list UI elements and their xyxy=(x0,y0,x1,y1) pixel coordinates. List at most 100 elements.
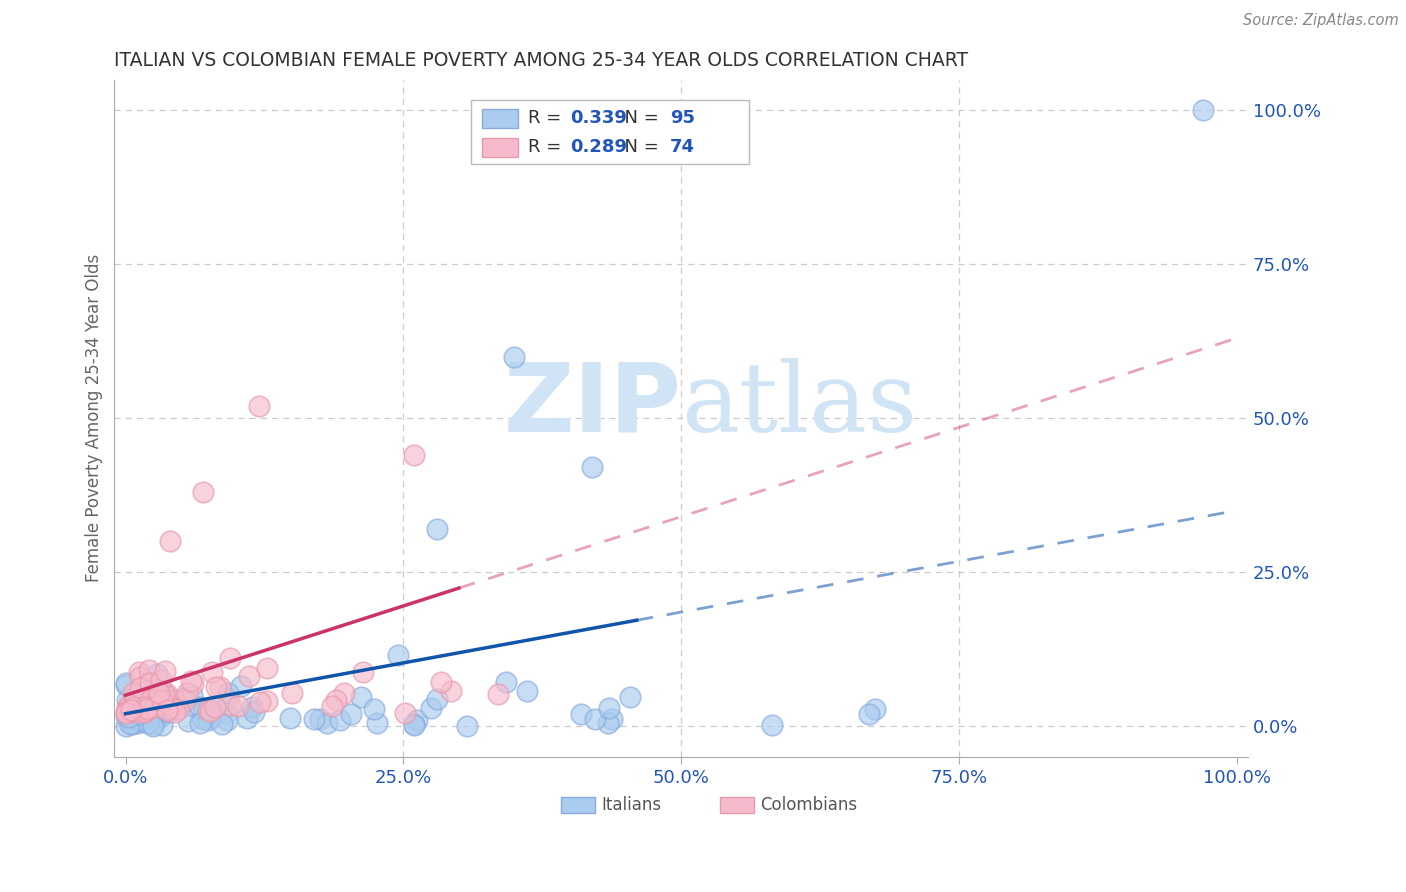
Point xyxy=(205,680,228,694)
Point xyxy=(115,676,138,690)
Point xyxy=(122,710,145,724)
Point xyxy=(122,685,145,699)
Point xyxy=(129,711,152,725)
Point xyxy=(131,714,153,729)
Point xyxy=(598,716,620,731)
Point xyxy=(152,701,174,715)
Point xyxy=(114,706,136,721)
Point xyxy=(352,665,374,680)
Point xyxy=(193,702,215,716)
Point xyxy=(177,714,200,728)
Point xyxy=(153,665,176,679)
Point xyxy=(118,717,141,731)
Point xyxy=(142,697,165,711)
Point xyxy=(181,688,204,702)
Point xyxy=(115,704,138,718)
Point xyxy=(134,699,156,714)
Text: N =: N = xyxy=(613,109,665,128)
Point xyxy=(193,485,215,500)
Text: ZIP: ZIP xyxy=(503,358,681,451)
Point xyxy=(229,679,252,693)
Point xyxy=(211,717,233,731)
Point xyxy=(150,717,173,731)
Point xyxy=(309,712,332,726)
Point xyxy=(404,448,426,462)
Point xyxy=(114,709,136,723)
Point xyxy=(160,702,183,716)
Point xyxy=(150,673,173,687)
Point xyxy=(165,705,187,719)
Point xyxy=(197,713,219,727)
Text: atlas: atlas xyxy=(681,358,917,451)
Point xyxy=(142,719,165,733)
Point xyxy=(858,706,880,721)
Point xyxy=(440,684,463,698)
Point xyxy=(174,693,197,707)
Point xyxy=(143,681,166,696)
Point xyxy=(256,661,278,675)
Point xyxy=(122,700,145,714)
Point xyxy=(503,350,526,364)
Point xyxy=(350,690,373,705)
Point xyxy=(159,699,181,714)
Point xyxy=(581,460,603,475)
Point xyxy=(135,695,157,709)
Point xyxy=(157,705,180,719)
Point xyxy=(134,711,156,725)
Point xyxy=(236,711,259,725)
FancyBboxPatch shape xyxy=(482,138,517,157)
Point xyxy=(188,715,211,730)
Point xyxy=(142,706,165,721)
Point xyxy=(256,694,278,708)
Point xyxy=(387,648,409,662)
Point xyxy=(115,677,138,691)
Point xyxy=(325,693,347,707)
Text: R =: R = xyxy=(529,138,567,156)
Point xyxy=(215,706,238,721)
Point xyxy=(226,699,249,714)
Point xyxy=(180,674,202,689)
Point xyxy=(863,702,886,716)
Point xyxy=(429,674,451,689)
Point xyxy=(486,688,509,702)
Point xyxy=(197,703,219,717)
Point xyxy=(217,691,239,706)
Point xyxy=(240,699,263,714)
Point xyxy=(761,718,783,732)
Point xyxy=(127,708,149,723)
Point xyxy=(204,700,226,714)
FancyBboxPatch shape xyxy=(471,100,749,164)
Point xyxy=(141,716,163,731)
Point xyxy=(176,690,198,705)
Point xyxy=(619,690,641,705)
Point xyxy=(217,686,239,700)
Point xyxy=(278,711,301,725)
Point xyxy=(127,715,149,730)
Text: R =: R = xyxy=(529,109,567,128)
Point xyxy=(456,719,478,733)
Point xyxy=(600,712,623,726)
Point xyxy=(598,700,620,714)
Point xyxy=(117,701,139,715)
Point xyxy=(200,711,222,725)
Point xyxy=(114,719,136,733)
Point xyxy=(117,700,139,714)
Point xyxy=(128,714,150,728)
Point xyxy=(569,707,592,722)
Point xyxy=(141,706,163,720)
Point xyxy=(136,676,159,690)
Text: 0.289: 0.289 xyxy=(569,138,627,156)
Point xyxy=(146,685,169,699)
Point xyxy=(136,698,159,712)
Point xyxy=(329,714,352,728)
Point xyxy=(124,697,146,711)
Point xyxy=(200,704,222,718)
Point xyxy=(135,704,157,718)
Point xyxy=(115,701,138,715)
Point xyxy=(128,670,150,684)
Point xyxy=(183,698,205,713)
FancyBboxPatch shape xyxy=(482,110,517,128)
Point xyxy=(150,689,173,703)
Point xyxy=(405,713,427,727)
Text: N =: N = xyxy=(613,138,665,156)
